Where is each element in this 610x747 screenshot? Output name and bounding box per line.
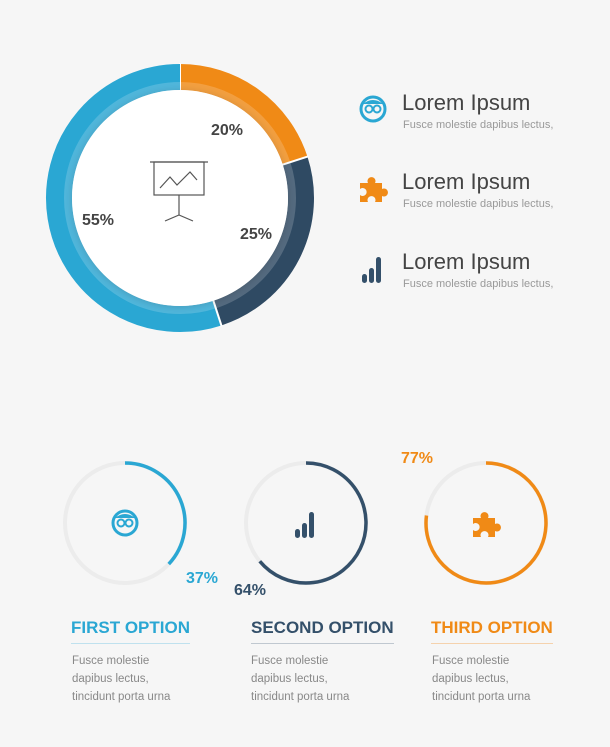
bar-chart-icon: [362, 257, 381, 283]
donut-segment-blue: [46, 64, 222, 332]
option-description: Fusce molestie dapibus lectus, tincidunt p…: [251, 655, 350, 703]
legend-subtitle: Fusce molestie dapibus lectus,: [403, 119, 554, 131]
gauge-arc: [424, 461, 548, 585]
donut-separator: [212, 299, 223, 327]
legend-title: Lorem Ipsum: [402, 90, 531, 115]
option-title-third: THIRD OPTION: [431, 618, 553, 644]
legend-subtitle: Fusce molestie dapibus lectus,: [403, 198, 554, 210]
legend-title: Lorem Ipsum: [402, 249, 531, 274]
puzzle-piece-icon: [360, 177, 388, 202]
gauge-label-first: 37%: [186, 570, 219, 587]
donut-segment-dark: [213, 156, 314, 326]
gauge-arc: [124, 461, 187, 566]
option-title-second: SECOND OPTION: [251, 618, 394, 644]
donut-label-orange: 20%: [211, 122, 244, 139]
legend-title: Lorem Ipsum: [402, 169, 531, 194]
legend-subtitle: Fusce molestie dapibus lectus,: [403, 278, 554, 290]
gauge-label-second: 64%: [234, 582, 267, 599]
owl-eyes-icon: [359, 95, 387, 123]
donut-label-blue: 55%: [82, 212, 115, 229]
donut-label-dark: 25%: [240, 226, 273, 243]
bar-chart-icon: [295, 512, 314, 538]
donut-segment-inner-blue: [64, 82, 216, 314]
donut-segment-inner-orange: [179, 82, 291, 165]
gauge-arc: [258, 461, 368, 585]
donut-segment-inner-dark: [213, 162, 296, 309]
owl-eyes-icon: [111, 509, 139, 537]
donut-separator: [281, 155, 309, 166]
donut-center: [72, 90, 288, 306]
presentation-board-icon: [150, 161, 208, 222]
puzzle-piece-icon: [473, 512, 501, 537]
legend-item: Lorem Ipsum Fusce molestie dapibus lectu…: [358, 90, 598, 140]
legend-item: Lorem Ipsum Fusce molestie dapibus lectu…: [358, 169, 598, 219]
legend-item: Lorem Ipsum Fusce molestie dapibus lectu…: [358, 249, 598, 299]
option-description: Fusce molestie dapibus lectus, tincidunt p…: [72, 655, 171, 703]
donut-segment-orange: [179, 64, 308, 165]
option-description: Fusce molestie dapibus lectus, tincidunt p…: [432, 655, 531, 703]
gauge-label-third: 77%: [401, 450, 434, 467]
option-title-first: FIRST OPTION: [71, 618, 190, 644]
